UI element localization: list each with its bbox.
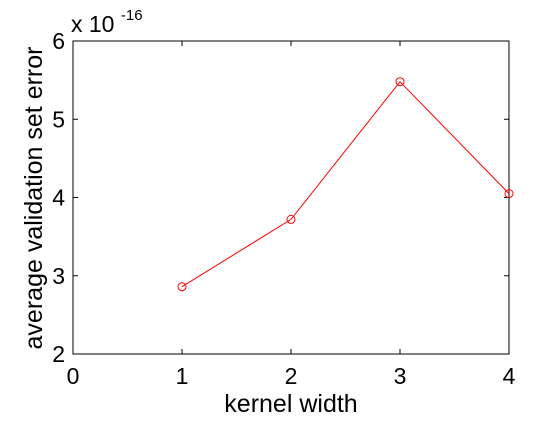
x-axis-title: kernel width: [224, 390, 357, 418]
data-point-marker: [504, 189, 514, 199]
x-tick-label: 0: [67, 363, 80, 389]
y-tick-label: 5: [52, 106, 65, 132]
tick-marks: [72, 40, 510, 355]
series-line: [181, 80, 510, 288]
data-point-marker: [395, 77, 405, 87]
x-tick-label: 4: [503, 363, 516, 389]
plot-area: [72, 40, 510, 355]
tick-labels: 0 1 2 3 4 2 3 4 5 6: [52, 28, 515, 389]
x-tick-label: 3: [394, 363, 407, 389]
x-tick-label: 1: [176, 363, 189, 389]
x-tick-label: 2: [285, 363, 298, 389]
data-point-marker: [286, 214, 296, 224]
y-scale-multiplier: x 10 -16: [71, 7, 143, 37]
y-tick-label: 4: [52, 185, 65, 211]
data-series: [177, 77, 514, 292]
y-axis-title: average validation set error: [20, 47, 48, 350]
data-point-marker: [177, 282, 187, 292]
y-scale-exponent: -16: [121, 7, 143, 24]
y-tick-label: 6: [52, 28, 65, 54]
y-scale-base: x 10: [71, 11, 114, 37]
y-tick-label: 3: [52, 263, 65, 289]
y-tick-label: 2: [52, 341, 65, 367]
